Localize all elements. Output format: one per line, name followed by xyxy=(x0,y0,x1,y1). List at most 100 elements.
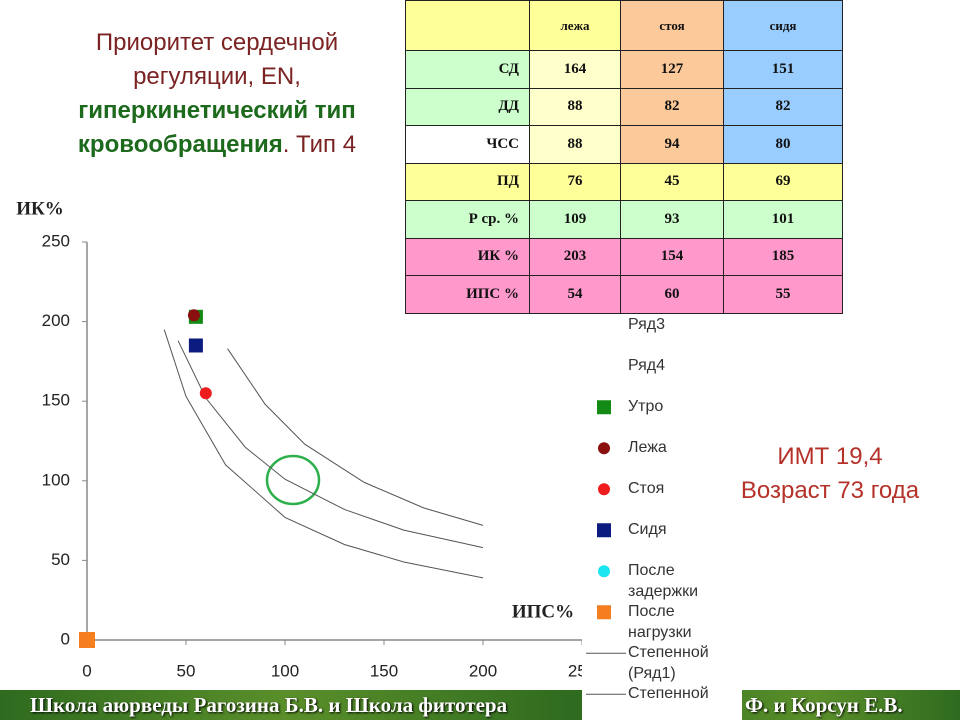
x-tick-label: 100 xyxy=(271,661,299,680)
footer-text: Ф. и Корсун Е.В. xyxy=(745,693,903,717)
y-tick-label: 200 xyxy=(42,311,70,330)
point xyxy=(597,400,611,415)
row-label: ДД xyxy=(405,87,530,126)
data-table: лежа стоя сидя СД 164 127 151 ДД 88 82 82 ЧСС 88 94 80… xyxy=(405,0,843,314)
title-line: Приоритет сердечной xyxy=(95,29,339,56)
row-label: ПД xyxy=(405,162,530,201)
table-cell: 82 xyxy=(723,87,843,126)
title-bold: кровообращения xyxy=(77,131,283,158)
trendline xyxy=(163,329,484,579)
legend-label: Лежа xyxy=(628,439,667,456)
row-label: ЧСС xyxy=(405,125,530,164)
table-cell: 54 xyxy=(529,275,621,314)
y-tick-label: 100 xyxy=(42,470,70,489)
table-cell: 203 xyxy=(529,237,621,276)
legend-marker xyxy=(597,400,611,415)
trendline xyxy=(227,348,484,526)
highlight-ellipse xyxy=(265,454,321,506)
slide-title: Приоритет сердечной регуляции, EN, гипер… xyxy=(52,26,382,162)
legend-item: Ряд3 xyxy=(582,315,742,356)
footer: Школа аюрведы Рагозина Б.В. и Школа фито… xyxy=(0,690,960,720)
table-cell: 94 xyxy=(620,125,724,164)
point xyxy=(597,605,611,620)
point xyxy=(79,632,95,648)
table-cell: 76 xyxy=(529,162,621,201)
table-row: ДД 88 82 82 xyxy=(405,87,843,126)
x-tick-label: 50 xyxy=(177,661,196,680)
legend-item: Утро xyxy=(582,397,742,438)
legend-item: Степенной xyxy=(582,684,742,720)
legend-marker xyxy=(582,315,628,336)
y-axis-title: ИК% xyxy=(16,198,64,219)
point xyxy=(187,309,200,322)
table-cell: 80 xyxy=(723,125,843,164)
table-header-row: лежа стоя сидя xyxy=(405,0,843,51)
legend-label: После задержки xyxy=(628,562,699,600)
table-cell: 69 xyxy=(723,162,843,201)
column-header: сидя xyxy=(723,0,843,51)
table-cell: 60 xyxy=(620,275,724,314)
bmi: ИМТ 19,4 xyxy=(777,443,883,470)
legend: Ряд3 Ряд4 Утро Лежа Стоя Сидя После задержки По… xyxy=(582,315,742,720)
legend-label: Степенной (Ряд1) xyxy=(628,644,709,682)
table-cell: 127 xyxy=(620,50,724,89)
column-header: стоя xyxy=(620,0,724,51)
legend-label: Ряд4 xyxy=(628,357,666,374)
y-tick-label: 0 xyxy=(61,629,70,648)
point xyxy=(597,523,611,538)
column-header: лежа xyxy=(529,0,621,51)
point xyxy=(598,442,610,455)
title-line: кровообращения. Тип 4 xyxy=(52,128,382,162)
table-cell: 88 xyxy=(529,87,621,126)
info: ИМТ 19,4 Возраст 73 года xyxy=(720,440,940,508)
table-cell: 151 xyxy=(723,50,843,89)
table-cell: 164 xyxy=(529,50,621,89)
table-cell: 109 xyxy=(529,200,621,239)
point xyxy=(598,565,610,578)
table-row: Р ср. % 109 93 101 xyxy=(405,200,843,239)
legend-item: Степенной (Ряд1) xyxy=(582,643,742,684)
row-label: СД xyxy=(405,50,530,89)
legend-marker xyxy=(598,442,610,455)
table-cell: 55 xyxy=(723,275,843,314)
legend-marker xyxy=(597,605,611,620)
row-label: ИПС % xyxy=(405,275,530,314)
x-axis-title: ИПС% xyxy=(512,601,574,622)
legend-marker xyxy=(582,356,628,377)
legend-item: После нагрузки xyxy=(582,602,742,643)
table-cell: 101 xyxy=(723,200,843,239)
x-tick-label: 150 xyxy=(370,661,398,680)
table-row: ПД 76 45 69 xyxy=(405,162,843,201)
legend-label: Утро xyxy=(628,398,664,415)
table-cell: 45 xyxy=(620,162,724,201)
point xyxy=(598,483,610,496)
table-cell: 185 xyxy=(723,237,843,276)
footer-text: Школа аюрведы Рагозина Б.В. и Школа фито… xyxy=(30,693,508,717)
y-tick-label: 250 xyxy=(42,231,70,250)
table-corner xyxy=(405,0,530,51)
legend-label: После нагрузки xyxy=(628,603,692,641)
legend-label: Степенной xyxy=(628,685,709,702)
table-row: ИК % 203 154 185 xyxy=(405,237,843,276)
point xyxy=(188,338,203,353)
point xyxy=(199,387,212,400)
legend-marker xyxy=(598,565,610,578)
title-line: гиперкинетический тип xyxy=(78,97,356,124)
legend-label: Ряд3 xyxy=(628,316,666,333)
legend-item: Ряд4 xyxy=(582,356,742,397)
table-row: СД 164 127 151 xyxy=(405,50,843,89)
table-cell: 93 xyxy=(620,200,724,239)
y-tick-label: 150 xyxy=(42,391,70,410)
legend-item: Стоя xyxy=(582,479,742,520)
legend-marker xyxy=(586,652,626,654)
age: Возраст 73 года xyxy=(740,477,920,504)
legend-marker xyxy=(597,523,611,538)
table-cell: 154 xyxy=(620,237,724,276)
row-label: ИК % xyxy=(405,237,530,276)
title-rest: . Тип 4 xyxy=(282,131,357,158)
table-row: ИПС % 54 60 55 xyxy=(405,275,843,314)
legend-item: Лежа xyxy=(582,438,742,479)
